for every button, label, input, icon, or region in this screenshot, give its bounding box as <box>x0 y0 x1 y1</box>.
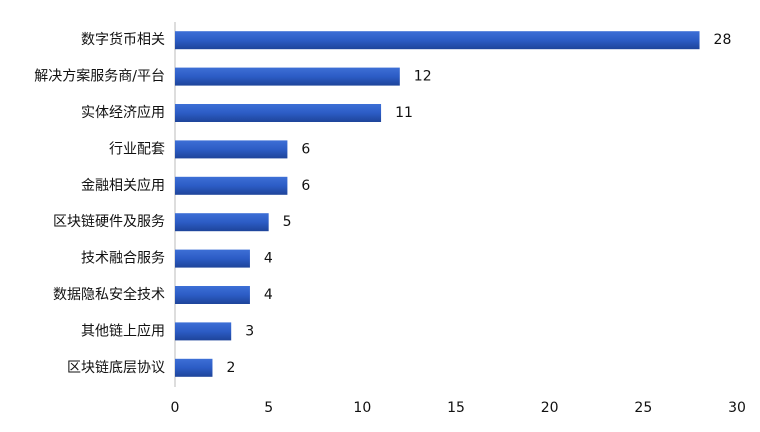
value-label: 5 <box>283 214 292 230</box>
value-label: 3 <box>245 323 254 339</box>
x-tick-label: 5 <box>264 400 273 416</box>
bar <box>175 31 700 50</box>
y-tick-label: 技术融合服务 <box>81 251 165 267</box>
bar <box>175 322 232 341</box>
bar <box>175 213 269 232</box>
value-label: 2 <box>226 360 235 376</box>
bar <box>175 104 382 122</box>
value-label: 11 <box>395 105 413 121</box>
bar <box>175 249 250 268</box>
bar <box>175 286 250 304</box>
value-label: 6 <box>301 178 310 194</box>
y-tick-label: 其他链上应用 <box>81 322 165 339</box>
y-tick-label: 解决方案服务商/平台 <box>34 68 165 85</box>
value-label: 4 <box>264 251 273 267</box>
x-tick-label: 0 <box>171 400 180 416</box>
value-label: 6 <box>301 141 310 157</box>
y-tick-label: 数据隐私安全技术 <box>53 286 165 303</box>
bar <box>175 358 213 377</box>
y-tick-label: 区块链硬件及服务 <box>53 214 165 230</box>
y-tick-label: 区块链底层协议 <box>67 360 165 376</box>
x-tick-label: 30 <box>728 400 746 416</box>
y-tick-label: 实体经济应用 <box>81 104 165 121</box>
bar <box>175 140 288 159</box>
x-tick-label: 25 <box>634 400 652 416</box>
x-tick-label: 15 <box>447 400 465 416</box>
y-tick-label: 金融相关应用 <box>81 177 165 194</box>
value-label: 4 <box>264 287 273 303</box>
bar <box>175 176 288 195</box>
bar <box>175 67 400 86</box>
value-label: 28 <box>714 32 732 48</box>
y-tick-label: 行业配套 <box>109 141 165 157</box>
value-label: 12 <box>414 69 432 85</box>
y-tick-label: 数字货币相关 <box>81 31 165 48</box>
x-tick-label: 20 <box>541 400 559 416</box>
x-tick-label: 10 <box>353 400 371 416</box>
